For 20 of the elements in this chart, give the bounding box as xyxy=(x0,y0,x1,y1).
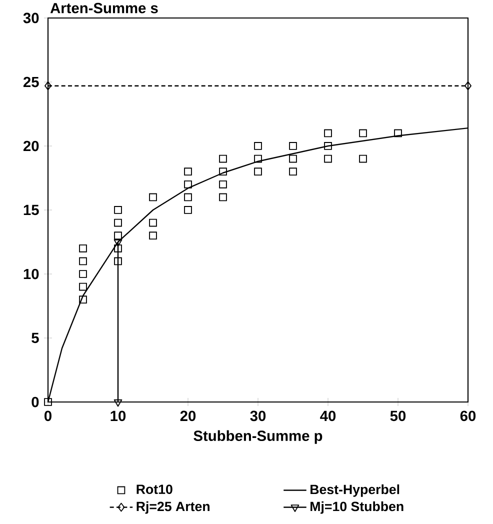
legend-label: Mj=10 Stubben xyxy=(310,501,404,514)
y-tick-label: 5 xyxy=(32,332,39,344)
x-tick-label: 60 xyxy=(460,410,476,422)
y-tick-label: 20 xyxy=(23,140,39,152)
legend-label: Rj=25 Arten xyxy=(136,501,210,514)
y-tick-label: 15 xyxy=(24,204,39,216)
x-tick-label: 50 xyxy=(390,410,406,422)
x-tick-label: 20 xyxy=(180,410,196,422)
legend-label: Best-Hyperbel xyxy=(310,484,400,497)
y-axis-title: Arten-Summe s xyxy=(50,2,158,14)
y-tick-label: 25 xyxy=(23,76,39,88)
y-tick-label: 10 xyxy=(24,268,39,280)
y-tick-label: 0 xyxy=(32,396,39,408)
x-tick-label: 10 xyxy=(110,410,126,422)
x-tick-label: 0 xyxy=(44,410,52,422)
x-tick-label: 40 xyxy=(320,410,336,422)
x-axis-title: Stubben-Summe p xyxy=(194,430,322,444)
x-tick-label: 30 xyxy=(250,410,266,422)
legend-label: Rot10 xyxy=(136,484,172,494)
y-tick-label: 30 xyxy=(23,12,39,24)
